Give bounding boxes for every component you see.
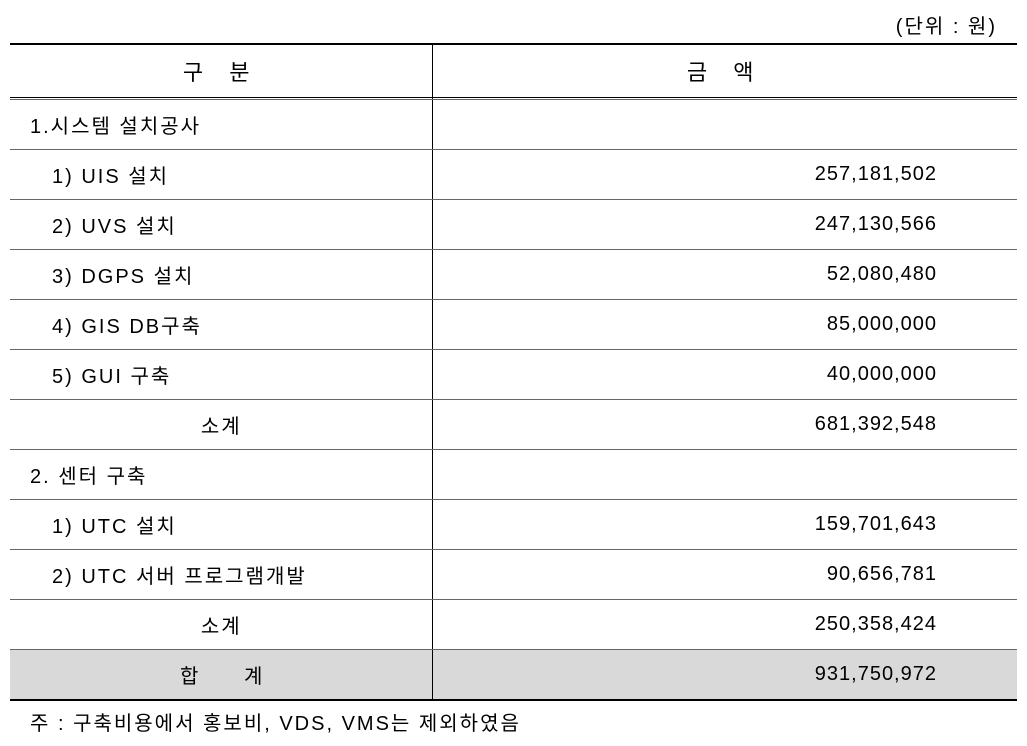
item-label: 1) UIS 설치	[10, 150, 433, 200]
item-label: 1) UTC 설치	[10, 500, 433, 550]
item-label: 4) GIS DB구축	[10, 300, 433, 350]
subtotal-label: 소계	[10, 600, 433, 650]
item-amount: 159,701,643	[433, 500, 1017, 550]
section-row: 1.시스템 설치공사	[10, 100, 1017, 150]
item-amount: 40,000,000	[433, 350, 1017, 400]
section-1-title: 1.시스템 설치공사	[10, 100, 433, 150]
subtotal-row: 소계 681,392,548	[10, 400, 1017, 450]
header-category: 구 분	[10, 44, 433, 98]
cost-table: 구 분 금 액 1.시스템 설치공사 1) UIS 설치 257,181,502…	[10, 43, 1017, 701]
header-row: 구 분 금 액	[10, 44, 1017, 98]
item-amount: 85,000,000	[433, 300, 1017, 350]
total-label: 합 계	[10, 650, 433, 701]
item-row: 3) DGPS 설치 52,080,480	[10, 250, 1017, 300]
section-row: 2. 센터 구축	[10, 450, 1017, 500]
section-2-title: 2. 센터 구축	[10, 450, 433, 500]
item-amount: 52,080,480	[433, 250, 1017, 300]
item-row: 1) UTC 설치 159,701,643	[10, 500, 1017, 550]
total-row: 합 계 931,750,972	[10, 650, 1017, 701]
subtotal-row: 소계 250,358,424	[10, 600, 1017, 650]
unit-label: (단위 : 원)	[10, 10, 1017, 43]
subtotal-amount: 681,392,548	[433, 400, 1017, 450]
footnote: 주 : 구축비용에서 홍보비, VDS, VMS는 제외하였음	[10, 701, 1017, 736]
item-row: 5) GUI 구축 40,000,000	[10, 350, 1017, 400]
section-1-amount	[433, 100, 1017, 150]
item-label: 2) UTC 서버 프로그램개발	[10, 550, 433, 600]
subtotal-amount: 250,358,424	[433, 600, 1017, 650]
item-amount: 247,130,566	[433, 200, 1017, 250]
item-row: 2) UTC 서버 프로그램개발 90,656,781	[10, 550, 1017, 600]
item-row: 2) UVS 설치 247,130,566	[10, 200, 1017, 250]
header-amount: 금 액	[433, 44, 1017, 98]
item-label: 3) DGPS 설치	[10, 250, 433, 300]
item-label: 5) GUI 구축	[10, 350, 433, 400]
item-amount: 257,181,502	[433, 150, 1017, 200]
item-row: 4) GIS DB구축 85,000,000	[10, 300, 1017, 350]
item-label: 2) UVS 설치	[10, 200, 433, 250]
item-amount: 90,656,781	[433, 550, 1017, 600]
section-2-amount	[433, 450, 1017, 500]
subtotal-label: 소계	[10, 400, 433, 450]
cost-table-container: (단위 : 원) 구 분 금 액 1.시스템 설치공사 1) UIS 설치 25…	[10, 10, 1017, 736]
total-amount: 931,750,972	[433, 650, 1017, 701]
item-row: 1) UIS 설치 257,181,502	[10, 150, 1017, 200]
